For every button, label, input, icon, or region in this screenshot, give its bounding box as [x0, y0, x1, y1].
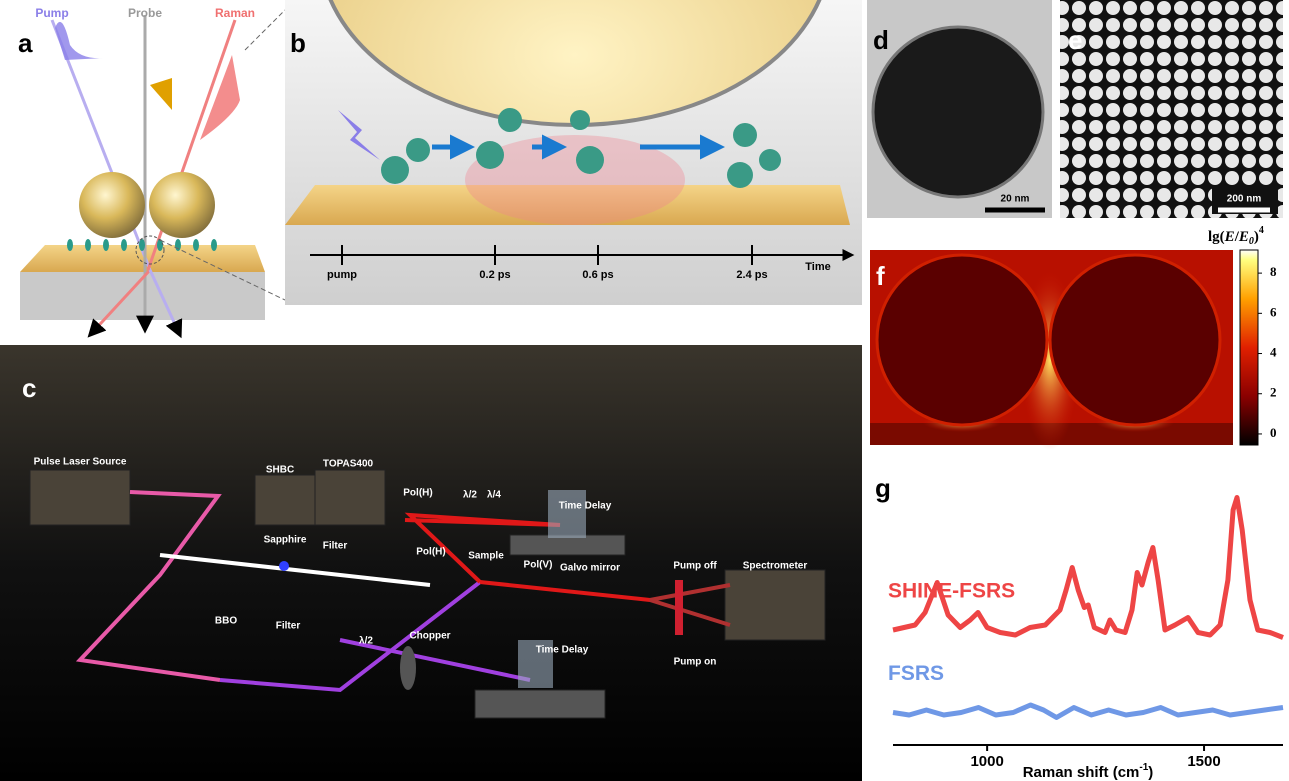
beam-label: Probe — [128, 6, 162, 20]
colorbar-tick-label: 8 — [1270, 264, 1277, 279]
series-label: SHINE-FSRS — [888, 580, 1015, 603]
component-label: Pol(H) — [403, 488, 432, 499]
x-tick-label: 1500 — [1187, 753, 1220, 770]
colorbar-tick-label: 0 — [1270, 425, 1277, 440]
series-line — [893, 705, 1283, 718]
timeline-label: 0.6 ps — [582, 269, 613, 281]
component-label: λ/2 — [463, 490, 477, 501]
x-axis-label: Raman shift (cm-1) — [1023, 762, 1154, 781]
colorbar-tick-label: 4 — [1270, 345, 1277, 360]
panel-a: Pump Probe Raman a — [18, 6, 285, 335]
component-label: λ/4 — [487, 490, 501, 501]
component-label: Pump off — [673, 561, 717, 572]
component-label: Pol(V) — [524, 560, 553, 571]
series-line — [893, 498, 1283, 638]
beam-label: Raman — [215, 6, 255, 20]
component-label: Chopper — [409, 631, 450, 642]
panel-c: c Pulse Laser Source SHBC TOPAS400 Pol(H) λ/… — [0, 345, 862, 781]
scale-bar-label: 20 nm — [1001, 194, 1030, 205]
component-label: Pol(H) — [416, 547, 445, 558]
component-label: Galvo mirror — [560, 563, 620, 574]
panel-letter: f — [876, 261, 885, 291]
panel-letter: c — [22, 373, 36, 403]
panel-b: pump 0.2 ps 0.6 ps 2.4 ps Time b — [285, 0, 862, 305]
panel-letter: d — [873, 25, 889, 55]
component-label: Spectrometer — [743, 561, 808, 572]
colorbar-tick-label: 6 — [1270, 304, 1277, 319]
component-label: Sample — [468, 551, 504, 562]
timeline-axis-label: Time — [805, 261, 830, 273]
component-label: Filter — [276, 621, 301, 632]
colorbar-title: lg(E/E0)4 — [1208, 225, 1264, 247]
panel-letter: b — [290, 28, 306, 58]
series-label: FSRS — [888, 662, 944, 685]
component-label: λ/2 — [359, 636, 373, 647]
colorbar-tick-label: 2 — [1270, 385, 1277, 400]
component-label: Time Delay — [536, 645, 589, 656]
component-label: Sapphire — [264, 535, 307, 546]
panel-g: g Raman shift (cm-1) 1000 1500 SHINE-FSRS F… — [875, 473, 1283, 781]
component-label: TOPAS400 — [323, 459, 374, 470]
timeline-label: pump — [327, 269, 357, 281]
panel-f: lg(E/E0)4 f 0 2 4 6 8 — [870, 225, 1277, 450]
component-label: Pump on — [674, 657, 717, 668]
component-label: BBO — [215, 616, 237, 627]
timeline-label: 2.4 ps — [736, 269, 767, 281]
component-label: Filter — [323, 541, 348, 552]
timeline-label: 0.2 ps — [479, 269, 510, 281]
component-label: Pulse Laser Source — [34, 457, 127, 468]
panel-e: 200 nm e — [1060, 0, 1283, 218]
panel-letter: a — [18, 28, 33, 58]
x-tick-label: 1000 — [970, 753, 1003, 770]
panel-letter: e — [1068, 25, 1082, 55]
component-label: Time Delay — [559, 501, 612, 512]
panel-letter: g — [875, 473, 891, 503]
component-label: SHBC — [266, 465, 294, 476]
figure: Pump Probe Raman a pump 0.2 ps 0.6 ps 2.… — [0, 0, 1289, 781]
scale-bar-label: 200 nm — [1227, 194, 1262, 205]
panel-d: 20 nm d — [867, 0, 1052, 218]
beam-label: Pump — [35, 6, 68, 20]
